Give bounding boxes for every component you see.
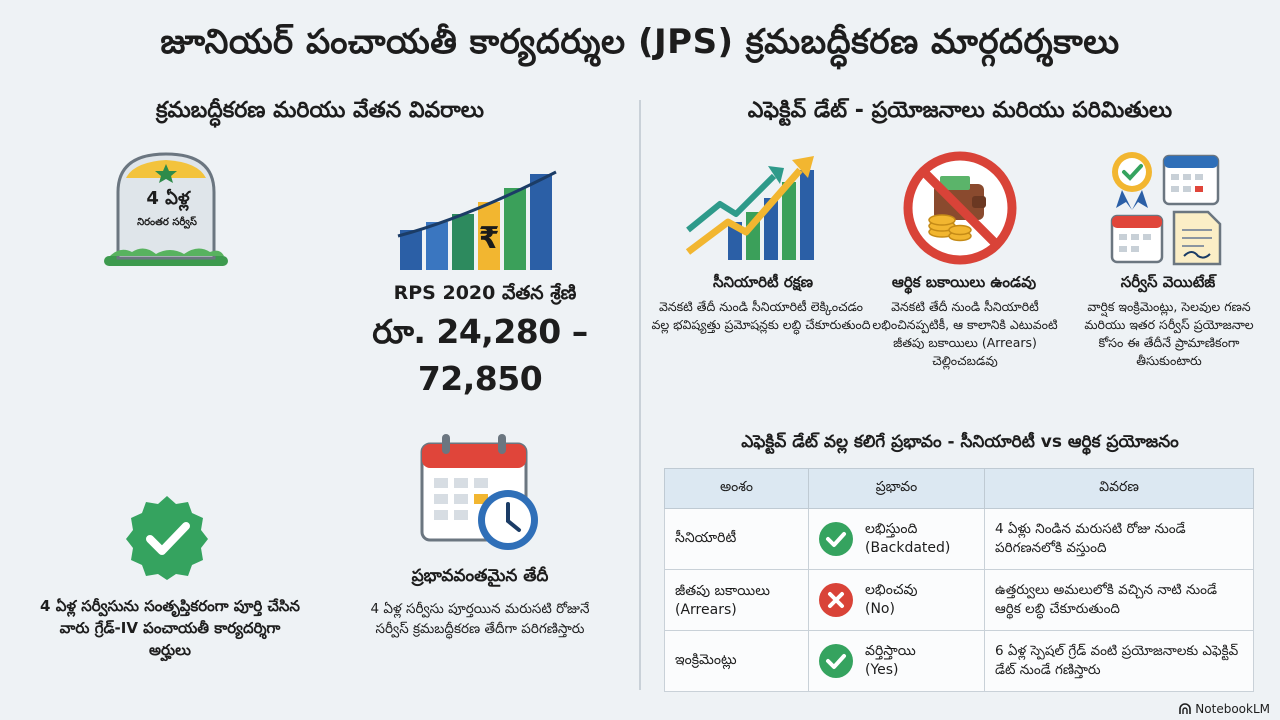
impact-table-title: ఎఫెక్టివ్ డేట్ వల్ల కలిగే ప్రభావం - సీని… [741,432,1179,452]
impact-cell: లభించవు (No) [808,569,985,631]
table-header-row: అంశం ప్రభావం వివరణ [664,468,1254,509]
detail-cell: ఉత్తర్వులు అమలులోకి వచ్చిన నాటి నుండే ఆర… [984,569,1254,631]
left-section-title: క్రమబద్ధీకరణ మరియు వేతన వివరాలు [155,98,484,123]
impact-note: (No) [865,601,895,617]
brand-name: NotebookLM [1195,702,1270,716]
effective-date-description: 4 ఏళ్ల సర్వీసు పూర్తయిన మరుసటి రోజునే సర… [370,601,590,637]
badge-years: 4 ఏళ్ల [146,188,190,209]
impact-status: లభిస్తుంది [865,521,918,538]
calendar-clock-icon [420,434,538,550]
benefit-title: ఆర్థిక బకాయిలు ఉండవు [891,273,1037,291]
brand-watermark: NotebookLM [1179,702,1270,716]
page-title: జూనియర్ పంచాయతీ కార్యదర్శుల (JPS) క్రమబద… [160,22,1120,62]
benefit-title: సర్వీస్ వెయిటేజ్ [1120,273,1216,291]
check-icon [819,644,853,678]
benefit-description: వెనకటి తేదీ నుండి సీనియారిటీ లభించినప్పట… [872,299,1058,369]
effective-date-title: ప్రభావవంతమైన తేదీ [411,566,549,586]
table-row: సీనియారిటీ లభిస్తుంది (Backdated) 4 ఏళ్లు… [664,508,1254,570]
benefit-title: సీనియారిటీ రక్షణ [713,273,813,291]
column-header: వివరణ [984,468,1254,509]
impact-status: వర్తిస్తాయి [865,643,916,660]
impact-status: లభించవు [865,582,918,599]
table-row: జీతపు బకాయిలు (Arrears) లభించవు (No) ఉత్త… [664,569,1254,631]
pay-scale-range: రూ. 24,280 – 72,850 [372,312,588,398]
detail-cell: 6 ఏళ్ల స్పెషల్ గ్రేడ్ వంటి ప్రయోజనాలకు ఎ… [984,630,1254,692]
eligibility-text: 4 ఏళ్ల సర్వీసును సంతృప్తికరంగా పూర్తి చే… [40,597,300,659]
pay-scale-label: RPS 2020 వేతన శ్రేణి [393,282,577,304]
column-header: అంశం [664,468,809,509]
badge-caption: నిరంతర సర్వీస్ [137,217,197,228]
aspect-cell: జీతపు బకాయిలు (Arrears) [664,569,809,631]
growth-chart-icon [685,156,814,260]
benefit-description: వార్షిక ఇంక్రిమెంట్లు, సెలవుల గణన మరియు … [1084,299,1254,369]
aspect-cell: సీనియారిటీ [664,508,809,570]
cross-icon [819,583,853,617]
eligibility-check-icon [126,496,208,580]
impact-cell: లభిస్తుంది (Backdated) [808,508,985,570]
notebooklm-logo-icon [1179,703,1192,714]
impact-cell: వర్తిస్తాయి (Yes) [808,630,985,692]
right-section-title: ఎఫెక్టివ్ డేట్ - ప్రయోజనాలు మరియు పరిమిత… [747,98,1173,123]
svg-text:₹: ₹ [479,221,500,256]
service-documents-icon [1110,152,1222,266]
table-row: ఇంక్రిమెంట్లు వర్తిస్తాయి (Yes) 6 ఏళ్ల స్… [664,630,1254,692]
impact-note: (Backdated) [865,540,951,556]
section-divider [639,100,641,690]
impact-note: (Yes) [865,662,899,678]
service-years-badge-icon [104,152,228,266]
pay-growth-chart-icon: ₹ [397,170,557,270]
column-header: ప్రభావం [808,468,985,509]
check-icon [819,522,853,556]
aspect-cell: ఇంక్రిమెంట్లు [664,630,809,692]
no-wallet-icon [903,151,1017,265]
detail-cell: 4 ఏళ్లు నిండిన మరుసటి రోజు నుండే పరిగణనల… [984,508,1254,570]
benefit-description: వెనకటి తేదీ నుండి సీనియారిటీ లెక్కించడం … [651,299,871,333]
impact-table: అంశం ప్రభావం వివరణ సీనియారిటీ లభిస్తుంది… [664,468,1254,692]
